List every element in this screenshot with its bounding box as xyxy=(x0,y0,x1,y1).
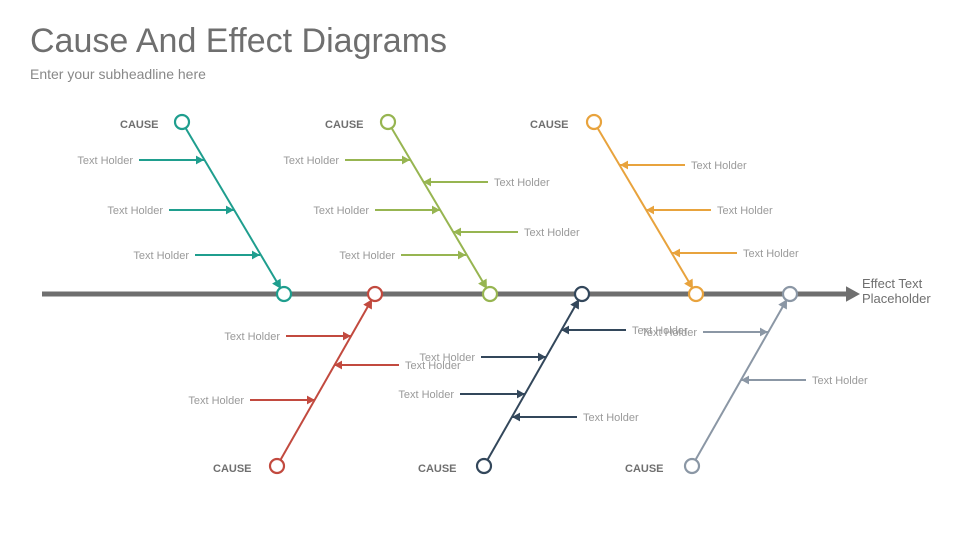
rib-label: Text Holder xyxy=(419,352,475,364)
branch-top-teal xyxy=(182,122,284,294)
rib-label: Text Holder xyxy=(339,250,395,262)
rib-label: Text Holder xyxy=(107,205,163,217)
branch-tip-circle xyxy=(175,115,189,129)
cause-label: CAUSE xyxy=(325,119,364,131)
branch-bot-red xyxy=(277,294,375,466)
branch-tip-circle xyxy=(477,459,491,473)
rib-label: Text Holder xyxy=(188,395,244,407)
rib-label: Text Holder xyxy=(77,155,133,167)
branch-spine-circle xyxy=(277,287,291,301)
rib-label: Text Holder xyxy=(224,331,280,343)
rib-label: Text Holder xyxy=(641,327,697,339)
branch-spine-circle xyxy=(368,287,382,301)
branch-top-green xyxy=(388,122,490,294)
rib-label: Text Holder xyxy=(743,248,799,260)
rib-label: Text Holder xyxy=(398,389,454,401)
branch-spine-circle xyxy=(689,287,703,301)
arrowhead xyxy=(423,178,431,187)
rib-label: Text Holder xyxy=(283,155,339,167)
rib-label: Text Holder xyxy=(812,375,868,387)
fishbone-diagram: Effect TextPlaceholder CAUSE Text Holder Te… xyxy=(0,0,960,540)
branch-tip-circle xyxy=(587,115,601,129)
rib-label: Text Holder xyxy=(524,227,580,239)
arrowhead xyxy=(846,286,860,301)
cause-label: CAUSE xyxy=(213,463,252,475)
branch-top-orange xyxy=(594,122,696,294)
cause-label: CAUSE xyxy=(625,463,664,475)
branch-spine-circle xyxy=(783,287,797,301)
rib-label: Text Holder xyxy=(494,177,550,189)
branch-spine-circle xyxy=(483,287,497,301)
effect-label: Effect Text xyxy=(862,276,923,291)
rib-label: Text Holder xyxy=(313,205,369,217)
branch-tip-circle xyxy=(685,459,699,473)
branch-spine-circle xyxy=(575,287,589,301)
branch-bot-navy xyxy=(484,294,582,466)
cause-label: CAUSE xyxy=(530,119,569,131)
rib-label: Text Holder xyxy=(583,412,639,424)
effect-label: Placeholder xyxy=(862,291,931,306)
cause-label: CAUSE xyxy=(120,119,159,131)
cause-label: CAUSE xyxy=(418,463,457,475)
rib-label: Text Holder xyxy=(691,160,747,172)
branch-tip-circle xyxy=(381,115,395,129)
branch-tip-circle xyxy=(270,459,284,473)
rib-label: Text Holder xyxy=(133,250,189,262)
rib-label: Text Holder xyxy=(717,205,773,217)
